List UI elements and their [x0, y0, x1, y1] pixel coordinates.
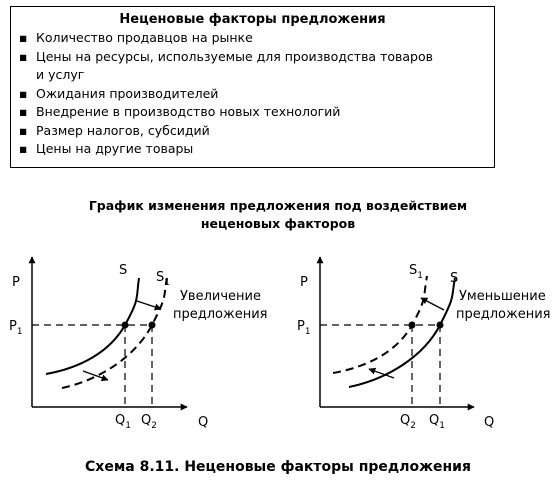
graph-supply-increase: P Q P1 S S1 Увеличение предложения Q1 Q2: [9, 256, 267, 431]
bullet-icon: ▪: [19, 141, 28, 156]
annotation-line2: предложения: [173, 307, 267, 322]
shift-arrow-upper: [420, 297, 445, 311]
q1-label: Q1: [429, 413, 445, 431]
q2-label: Q2: [141, 413, 157, 431]
price-label: P1: [9, 319, 23, 337]
graphs-title: График изменения предложения под воздейс…: [88, 198, 468, 231]
annotation-line1: Уменьшение: [459, 289, 546, 304]
q1-label: Q1: [115, 413, 131, 431]
bullet-icon: ▪: [19, 85, 28, 101]
supply-curve-s: [348, 277, 456, 388]
annotation-line1: Увеличение: [180, 289, 261, 304]
equilibrium-point-q1: [121, 321, 129, 329]
factor-item: ▪ Количество продавцов на рынке: [19, 29, 486, 48]
factor-item: ▪ Внедрение в производство новых технолог…: [19, 103, 486, 122]
price-label: P1: [297, 319, 311, 337]
annotation-line2: предложения: [456, 307, 550, 322]
y-axis-label: P: [300, 275, 308, 290]
factors-box-title: Неценовые факторы предложения: [119, 12, 386, 27]
x-axis-label: Q: [198, 415, 208, 430]
shift-arrow-upper: [136, 300, 162, 311]
factor-item: ▪ Цены на ресурсы, используемые для произ…: [19, 48, 486, 67]
curve-s1-label: S1: [156, 270, 170, 288]
factors-box: Неценовые факторы предложения ▪ Количеств…: [10, 6, 495, 168]
curve-s-label: S: [119, 263, 127, 278]
equilibrium-point-q2: [408, 321, 416, 329]
shift-arrow-lower: [368, 367, 395, 379]
equilibrium-point-q1: [436, 321, 444, 329]
factor-item-continuation: и услуг: [36, 67, 85, 82]
curve-s1-label: S1: [409, 263, 423, 281]
x-axis-label: Q: [484, 415, 494, 430]
equilibrium-point-q2: [148, 321, 156, 329]
factor-item: ▪ Размер налогов, субсидий: [19, 122, 486, 141]
graph-supply-decrease: P Q P1 S1 S Уменьшение предложения Q2 Q1: [297, 256, 550, 431]
y-axis-label: P: [12, 275, 20, 290]
bullet-icon: ▪: [19, 104, 28, 119]
supply-curve-s1: [61, 277, 168, 389]
bullet-icon: ▪: [19, 30, 28, 45]
shift-arrow-lower: [82, 370, 109, 382]
factor-item: ▪ Ожидания производителей: [19, 85, 486, 104]
bullet-icon: ▪: [19, 122, 28, 138]
figure-caption: Схема 8.11. Неценовые факторы предложени…: [85, 459, 471, 475]
bullet-icon: ▪: [19, 48, 28, 64]
q2-label: Q2: [400, 413, 416, 431]
factors-list: ▪ Количество продавцов на рынке ▪ Цены на …: [19, 29, 486, 159]
curve-s-label: S: [450, 271, 458, 286]
factor-item: ▪ Цены на другие товары: [19, 140, 486, 159]
